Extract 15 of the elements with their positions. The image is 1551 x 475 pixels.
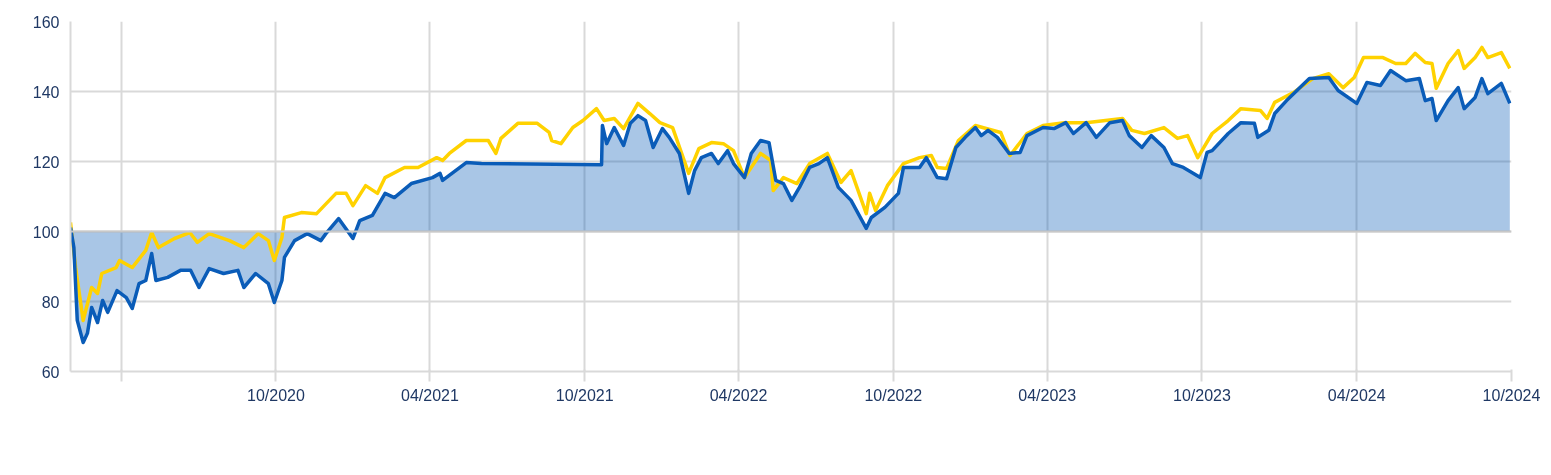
x-tick-label: 04/2023 — [1018, 386, 1077, 404]
y-tick-label: 160 — [32, 13, 60, 31]
x-tick-label: 10/2023 — [1173, 386, 1232, 404]
x-tick-label: 04/2022 — [709, 386, 768, 404]
x-tick-label: 04/2021 — [400, 386, 459, 404]
y-tick-label: 100 — [32, 223, 60, 241]
x-tick-label: 10/2024 — [1482, 386, 1541, 404]
x-tick-label: 10/2020 — [247, 386, 306, 404]
y-tick-label: 80 — [41, 293, 60, 311]
x-tick-label: 10/2022 — [864, 386, 923, 404]
x-tick-label: 10/2021 — [555, 386, 614, 404]
y-tick-label: 60 — [41, 363, 60, 381]
y-tick-label: 120 — [32, 153, 60, 171]
y-tick-label: 140 — [32, 83, 60, 101]
x-tick-label: 04/2024 — [1327, 386, 1386, 404]
